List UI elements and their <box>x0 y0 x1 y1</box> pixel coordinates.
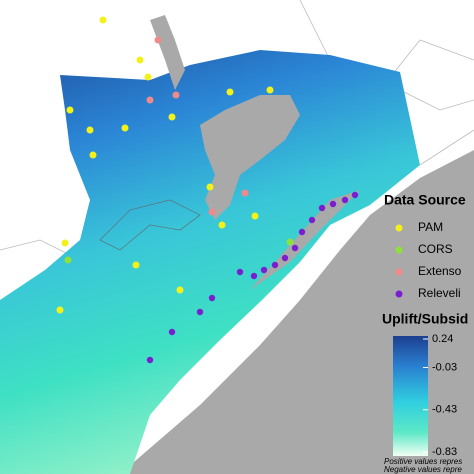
site <box>236 268 244 276</box>
site <box>172 91 180 99</box>
colorbar-tick-label: -0.43 <box>432 404 457 416</box>
site <box>99 16 107 24</box>
colorbar <box>393 336 428 456</box>
site <box>168 328 176 336</box>
site <box>226 88 234 96</box>
cors-sites <box>64 238 294 264</box>
site <box>146 356 154 364</box>
pam-sites <box>56 16 274 314</box>
site <box>208 208 216 216</box>
site <box>206 183 214 191</box>
colorbar-tick-label: 0.24 <box>432 333 453 345</box>
legend-swatch <box>395 224 403 232</box>
site <box>132 261 140 269</box>
legend-label: PAM <box>418 220 443 234</box>
site <box>308 216 316 224</box>
note: Positive values repres <box>384 457 462 466</box>
site <box>196 308 204 316</box>
site <box>251 212 259 220</box>
legend-label: Releveli <box>418 286 461 300</box>
site <box>298 228 306 236</box>
legend-label: CORS <box>418 242 453 256</box>
site <box>291 244 299 252</box>
site <box>144 73 152 81</box>
site <box>176 286 184 294</box>
site <box>286 238 294 246</box>
site <box>266 86 274 94</box>
gulf <box>120 150 474 474</box>
legend-swatch <box>395 268 403 276</box>
colorbar-ticks: 0.24 -0.03 -0.43 -0.83 <box>423 333 457 458</box>
site <box>61 239 69 247</box>
legend: Data Source PAM CORS Extenso Releveli Up… <box>382 192 468 474</box>
extensometer-sites <box>146 36 249 216</box>
site <box>351 191 359 199</box>
site <box>329 200 337 208</box>
site <box>271 261 279 269</box>
site <box>66 106 74 114</box>
legend-swatch <box>395 246 403 254</box>
colorbar-tick-label: -0.03 <box>432 361 457 373</box>
legend-title: Data Source <box>384 192 466 208</box>
note: Negative values repre <box>384 465 462 474</box>
sites <box>56 16 359 364</box>
site <box>241 189 249 197</box>
site <box>56 306 64 314</box>
site <box>318 204 326 212</box>
boundaries <box>99 199 201 251</box>
leveling-sites <box>146 191 359 364</box>
site <box>86 126 94 134</box>
site <box>154 36 162 44</box>
legend-label: Extenso <box>418 264 462 278</box>
site <box>121 124 129 132</box>
river <box>150 15 185 90</box>
bay <box>200 95 300 220</box>
site <box>168 113 176 121</box>
colorbar-title: Uplift/Subsid <box>382 311 468 327</box>
site <box>89 151 97 159</box>
site <box>208 294 216 302</box>
site <box>146 96 154 104</box>
site <box>250 272 258 280</box>
site <box>281 254 289 262</box>
site <box>260 266 268 274</box>
site <box>218 221 226 229</box>
site <box>64 256 72 264</box>
legend-swatch <box>395 290 403 298</box>
site <box>136 56 144 64</box>
site <box>341 196 349 204</box>
colorbar-tick-label: -0.83 <box>432 446 457 458</box>
study-area <box>0 50 420 474</box>
